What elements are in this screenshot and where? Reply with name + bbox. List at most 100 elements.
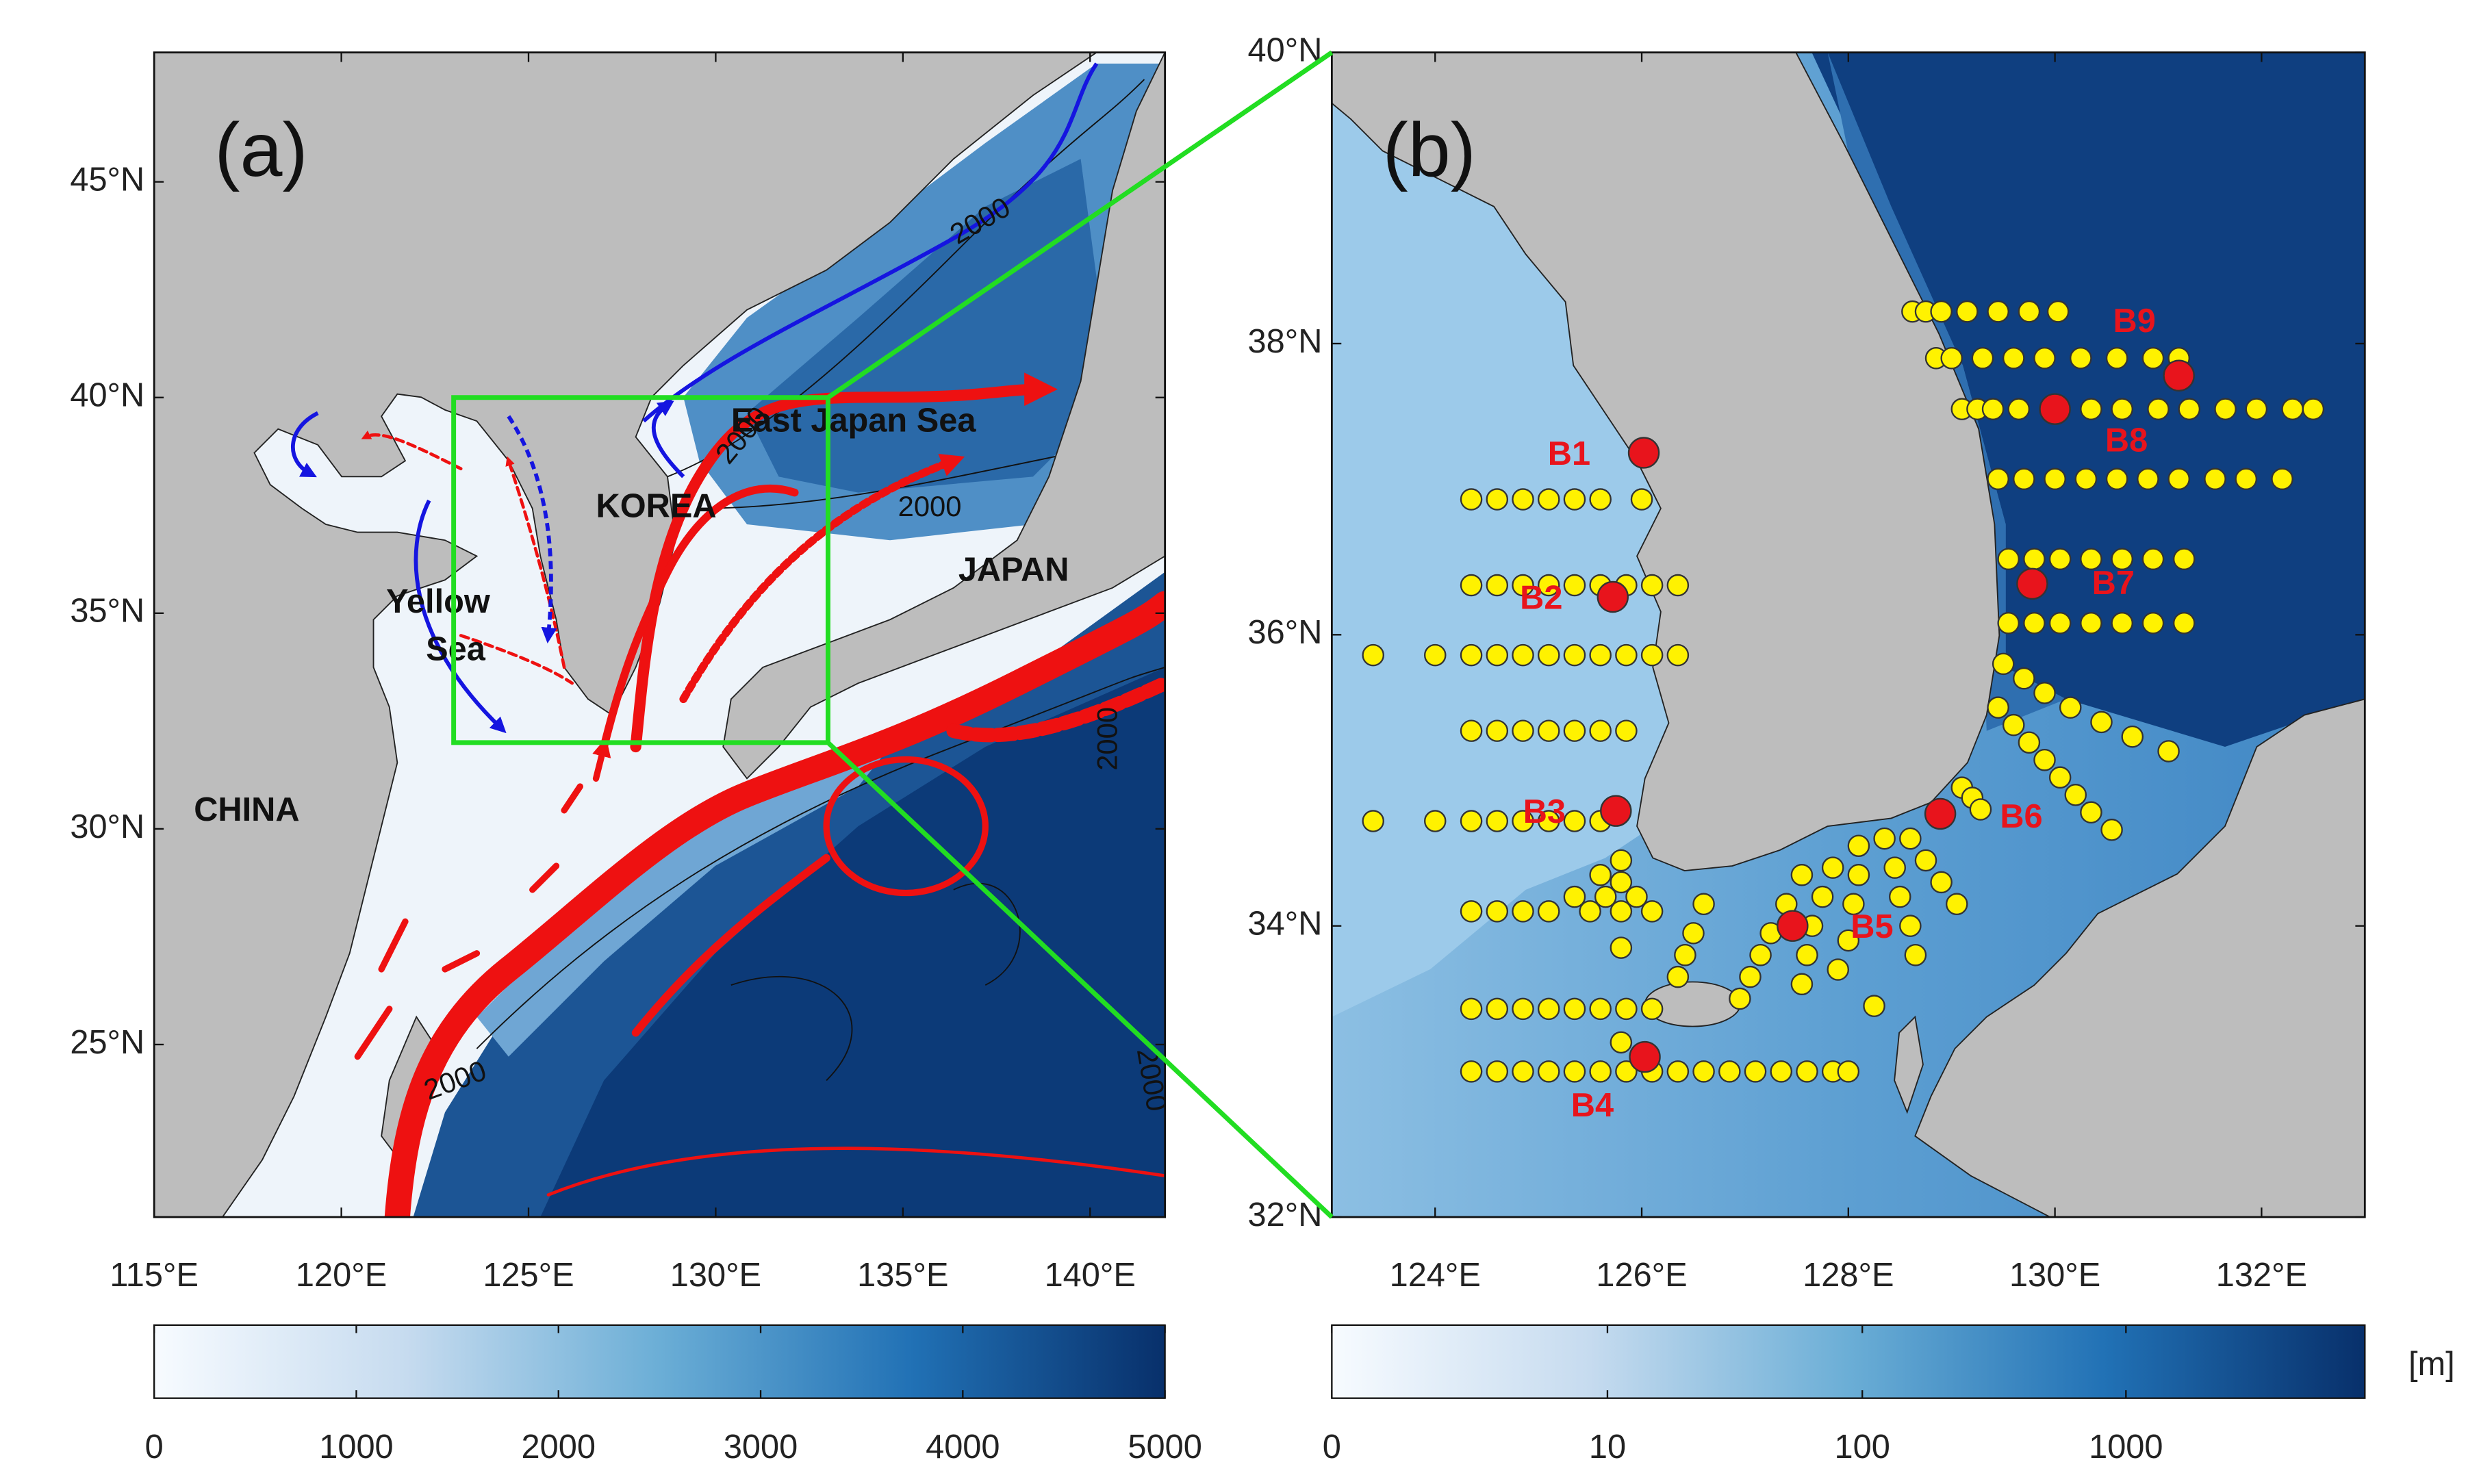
- survey-point: [1610, 900, 1633, 923]
- survey-point: [1460, 810, 1483, 832]
- survey-point: [1821, 856, 1844, 879]
- survey-point: [1486, 719, 1509, 742]
- survey-point: [1971, 346, 1994, 370]
- survey-point: [1579, 900, 1601, 923]
- survey-point: [1899, 914, 1922, 937]
- survey-point: [1615, 643, 1638, 667]
- survey-point: [1537, 719, 1560, 742]
- survey-point: [1537, 643, 1560, 667]
- map-b: B1 B2 B3 B4 B5 B6 B7 B8 B9 (b): [1332, 52, 2365, 1218]
- current: [384, 591, 1165, 1218]
- eddy: [823, 756, 989, 897]
- survey-point: [1537, 1060, 1560, 1083]
- survey-point: [1512, 997, 1534, 1021]
- survey-point: [1460, 574, 1483, 597]
- survey-point: [2111, 398, 2133, 420]
- survey-point: [1770, 1060, 1792, 1083]
- survey-point: [1424, 643, 1447, 667]
- colorbar: [153, 1324, 1166, 1399]
- survey-point: [1460, 997, 1483, 1021]
- survey-point: [1640, 643, 1664, 667]
- survey-point: [2137, 468, 2159, 490]
- survey-point: [2013, 468, 2035, 490]
- survey-point: [2002, 346, 2025, 370]
- survey-point: [1981, 398, 2005, 420]
- survey-point: [1424, 810, 1447, 832]
- survey-point: [1537, 997, 1560, 1021]
- survey-point: [1796, 1060, 1818, 1083]
- survey-point: [1930, 300, 1953, 323]
- survey-point: [1589, 997, 1612, 1021]
- survey-point: [2064, 784, 2087, 806]
- survey-point: [1486, 900, 1509, 923]
- survey-point: [2002, 713, 2025, 737]
- station-label: B5: [1851, 908, 1893, 945]
- survey-point: [1889, 885, 1911, 908]
- zoom-box: [451, 395, 830, 745]
- survey-point: [1987, 696, 2009, 719]
- survey-point: [1863, 995, 1885, 1017]
- zoom-connector: [826, 741, 1334, 1219]
- survey-point: [2172, 548, 2196, 570]
- survey-point: [1615, 1060, 1638, 1083]
- survey-point: [1563, 997, 1586, 1021]
- survey-point: [2105, 346, 2128, 370]
- current: [354, 747, 604, 1060]
- survey-point: [1486, 997, 1509, 1021]
- survey-point: [2033, 346, 2056, 370]
- axes: 115°E 120°E 125°E 130°E 135°E 140°E 25°N 30°N 35…: [70, 31, 2366, 1466]
- place-name: JAPAN: [958, 552, 1069, 589]
- colorbar-tick-label: 4000: [926, 1429, 1000, 1466]
- survey-point: [2048, 766, 2072, 789]
- x-tick-label: 115°E: [110, 1257, 199, 1294]
- survey-point: [1589, 719, 1612, 742]
- survey-point: [1827, 958, 1849, 981]
- station-label: B7: [2092, 565, 2135, 602]
- station: [1600, 795, 1632, 827]
- survey-point: [1904, 943, 1927, 967]
- survey-point: [2245, 398, 2268, 420]
- survey-point: [1563, 885, 1586, 908]
- survey-point: [1692, 1060, 1715, 1083]
- survey-point: [2013, 667, 2035, 690]
- survey-point: [1625, 885, 1648, 908]
- survey-point: [1589, 488, 1612, 511]
- survey-point: [1674, 943, 1696, 967]
- station: [1627, 437, 1660, 469]
- survey-point: [2235, 468, 2258, 490]
- colorbar-tick-label: 1000: [319, 1429, 393, 1466]
- station-label: B9: [2113, 303, 2156, 340]
- survey-point: [1537, 810, 1560, 832]
- stations: B1 B2 B3 B4 B5 B6 B7 B8 B9: [1362, 300, 2325, 1124]
- survey-point: [1666, 965, 1690, 988]
- survey-point: [2007, 398, 2031, 420]
- survey-point: [1610, 871, 1633, 894]
- colorbar-tick-label: 5000: [1128, 1429, 1202, 1466]
- survey-point: [1537, 574, 1560, 597]
- survey-point: [2100, 819, 2123, 841]
- survey-point: [1749, 943, 1772, 967]
- survey-point: [1460, 719, 1483, 742]
- map-a: 2000 2000 2000 2000 2000 2000 CHINA KORE…: [154, 52, 1165, 1218]
- survey-point: [1847, 834, 1870, 857]
- survey-point: [1589, 643, 1612, 667]
- survey-point: [2105, 468, 2128, 490]
- panel-label: (a): [214, 107, 307, 192]
- survey-point: [1987, 300, 2009, 323]
- place-name: CHINA: [194, 791, 299, 828]
- colorbar-tick-label: 10: [1589, 1429, 1626, 1466]
- survey-point: [1563, 488, 1586, 511]
- station-label: B2: [1520, 580, 1562, 617]
- survey-point: [2048, 612, 2072, 635]
- survey-point: [1640, 900, 1664, 923]
- colorbar-tick-label: 3000: [724, 1429, 798, 1466]
- station: [2016, 567, 2048, 600]
- survey-point: [1692, 893, 1715, 916]
- survey-point: [1956, 300, 1979, 323]
- x-tick-label: 124°E: [1390, 1257, 1481, 1294]
- y-tick-label: 45°N: [70, 162, 144, 199]
- survey-point: [1589, 1060, 1612, 1083]
- survey-point: [2111, 612, 2133, 635]
- survey-point: [1718, 1060, 1741, 1083]
